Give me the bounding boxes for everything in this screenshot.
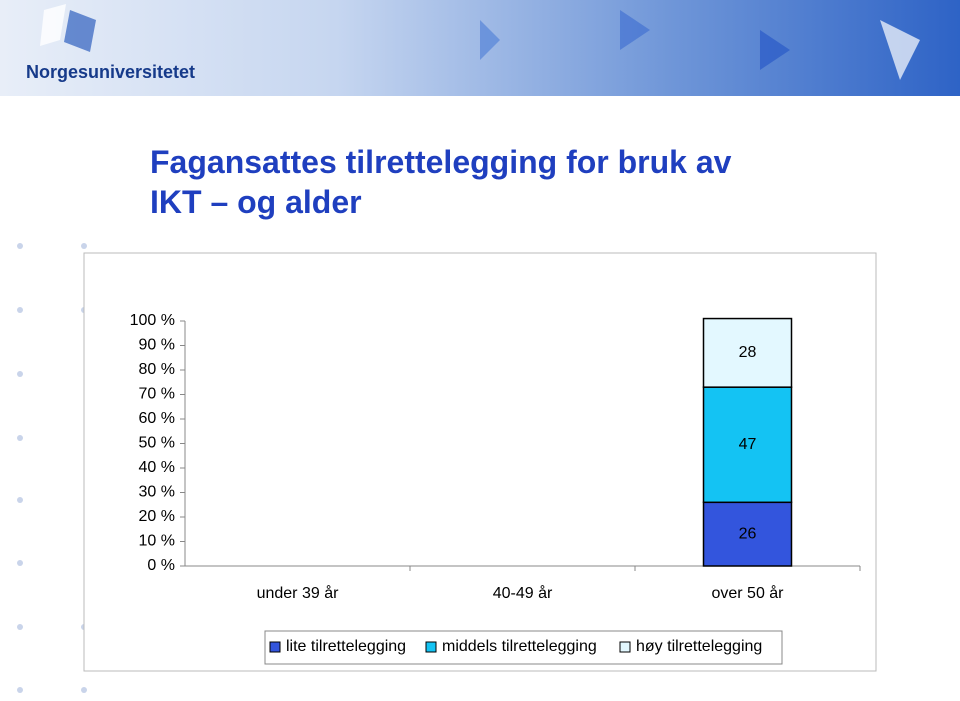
y-tick-label: 0 % (147, 557, 175, 574)
y-tick-label: 60 % (139, 410, 175, 427)
y-tick-label: 40 % (139, 459, 175, 476)
decor-dots (17, 243, 87, 693)
y-tick-label: 30 % (139, 484, 175, 501)
y-tick-label: 10 % (139, 533, 175, 550)
data-label: 26 (739, 525, 757, 542)
x-tick-label: 40-49 år (493, 584, 553, 602)
banner-decoration (40, 4, 920, 80)
y-tick-label: 20 % (139, 508, 175, 525)
y-tick-label: 50 % (139, 435, 175, 452)
legend-swatch (425, 641, 437, 653)
y-tick-label: 100 % (130, 312, 175, 329)
y-tick-label: 70 % (139, 386, 175, 403)
bar-segment (702, 501, 793, 567)
legend-swatch (269, 641, 281, 653)
y-tick-label: 80 % (139, 361, 175, 378)
bar-segment (702, 317, 793, 388)
x-tick-label: over 50 år (711, 584, 784, 602)
legend-frame (264, 630, 783, 665)
legend-label: middels tilrettelegging (442, 638, 597, 655)
slide-title: Fagansattes tilrettelegging for bruk av … (150, 144, 732, 220)
x-tick-label: under 39 år (257, 584, 340, 602)
header-banner: Norgesuniversitetet (0, 0, 960, 96)
legend-swatch (619, 641, 631, 653)
y-tick-label: 90 % (139, 337, 175, 354)
data-label: 47 (739, 436, 757, 453)
logo-text: Norgesuniversitetet (26, 62, 196, 82)
legend-label: lite tilrettelegging (286, 638, 406, 655)
legend-label: høy tilrettelegging (636, 638, 762, 655)
bar-segment (702, 386, 793, 504)
data-label: 28 (739, 344, 757, 361)
